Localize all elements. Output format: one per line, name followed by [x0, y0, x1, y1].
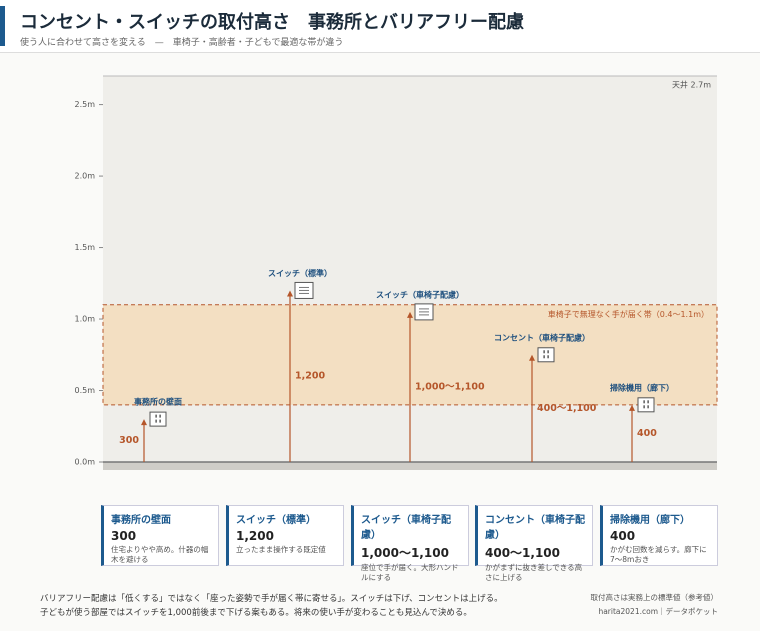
value-label: 400〜1,100 [537, 403, 597, 414]
y-tick-label: 0.0m [74, 458, 95, 467]
outlet-slot [543, 355, 545, 359]
header: コンセント・スイッチの取付高さ 事務所とバリアフリー配慮 使う人に合わせて高さを… [0, 0, 760, 53]
card-value: 1,000〜1,100 [361, 546, 449, 560]
arrow-head [629, 404, 635, 411]
arrow-head [287, 290, 293, 297]
ceiling-label: 天井 2.7m [672, 80, 711, 90]
source: 取付高さは実務上の標準値（参考値） [590, 593, 719, 602]
item-label: コンセント（車椅子配慮） [494, 332, 590, 342]
card-description: 座位で手が届く。大形ハンドルにする [361, 563, 459, 582]
outlet-slot [547, 355, 549, 359]
outlet-slot [159, 414, 161, 418]
arrow-head [529, 354, 535, 361]
outlet-slot [543, 350, 545, 354]
outlet-icon [637, 397, 655, 413]
outlet-icon [149, 411, 167, 427]
item-card: 掃除機用（廊下） 400 かがむ回数を減らす。廊下に7〜8mおき [600, 505, 718, 566]
outlet-slot [643, 400, 645, 404]
card-title: コンセント（車椅子配慮） [485, 515, 585, 541]
outlet-slot [155, 414, 157, 418]
note: バリアフリー配慮は「低くする」ではなく「座った姿勢で手が届く帯に寄せる」。スイッ… [40, 594, 503, 604]
item-label: スイッチ（標準） [268, 268, 332, 278]
item-card: 事務所の壁面 300 住宅よりやや高め。什器の幅木を避ける [101, 505, 219, 566]
outlet-slot [159, 419, 161, 423]
card-title: スイッチ（標準） [236, 515, 316, 526]
outlet-slot [647, 405, 649, 409]
y-tick-label: 1.5m [74, 243, 95, 252]
value-label: 400 [637, 428, 657, 439]
card-description: かがむ回数を減らす。廊下に7〜8mおき [610, 545, 707, 564]
card-value: 400 [610, 529, 636, 543]
outlet-icon [537, 347, 555, 363]
outlet-slot [647, 400, 649, 404]
card-title: 掃除機用（廊下） [610, 515, 690, 526]
value-label: 300 [119, 435, 139, 446]
card-value: 300 [111, 529, 137, 543]
subtitle: 使う人に合わせて高さを変える — 車椅子・高齢者・子どもで最適な帯が違う [20, 38, 344, 48]
band-label: 車椅子で無理なく手が届く帯（0.4〜1.1m） [548, 309, 709, 319]
y-tick-label: 0.5m [74, 386, 95, 395]
item-label: 掃除機用（廊下） [610, 382, 674, 392]
card-description: 住宅よりやや高め。什器の幅木を避ける [111, 545, 209, 564]
accent-bar [0, 6, 5, 46]
value-label: 1,000〜1,100 [415, 381, 485, 392]
card-value: 400〜1,100 [485, 546, 561, 560]
note: 子どもが使う部屋ではスイッチを1,000前後まで下げる案もある。将来の使い手が変… [40, 608, 472, 618]
chart: 天井 2.7m 0.0m 0.5m 1.0m 1.5m 2.0m 2.5m 車椅子で無理なく手… [74, 75, 718, 470]
item-label: 事務所の壁面 [134, 397, 182, 407]
outlet-slot [547, 350, 549, 354]
card-title: スイッチ（車椅子配慮） [361, 515, 451, 541]
arrow-head [141, 419, 147, 426]
item-card: スイッチ（標準） 1,200 立ったまま操作する既定値 [226, 505, 344, 566]
source: harita2021.com｜データポケット [598, 607, 718, 616]
card-title: 事務所の壁面 [111, 515, 171, 526]
item-card: スイッチ（車椅子配慮） 1,000〜1,100 座位で手が届く。大形ハンドルにする [351, 505, 469, 582]
y-tick-label: 2.0m [74, 172, 95, 181]
y-tick-label: 2.5m [74, 100, 95, 109]
card-description: かがまずに抜き差しできる高さに上げる [485, 563, 583, 582]
item-card: コンセント（車椅子配慮） 400〜1,100 かがまずに抜き差しできる高さに上げる [475, 505, 593, 582]
card-description: 立ったまま操作する既定値 [236, 545, 326, 554]
outlet-slot [643, 405, 645, 409]
arrow-head [407, 311, 413, 318]
title: コンセント・スイッチの取付高さ 事務所とバリアフリー配慮 [20, 12, 524, 33]
item-label: スイッチ（車椅子配慮） [376, 289, 464, 299]
y-tick-label: 1.0m [74, 315, 95, 324]
outlet-slot [155, 419, 157, 423]
card-value: 1,200 [236, 529, 274, 543]
value-label: 1,200 [295, 371, 325, 382]
floor [103, 462, 717, 470]
